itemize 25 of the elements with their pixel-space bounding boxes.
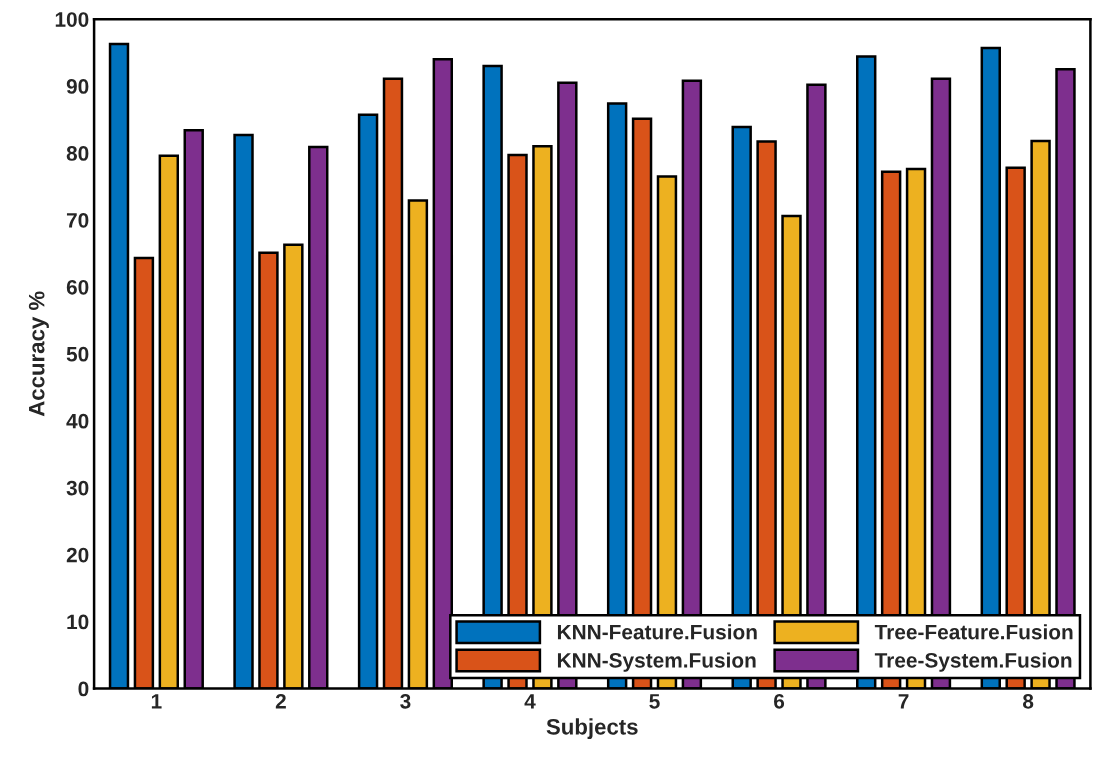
y-axis-title: Accuracy % (28, 291, 49, 417)
legend-label: KNN-Feature.Fusion (557, 624, 757, 640)
y-tick-label: 20 (66, 547, 89, 563)
legend-label: Tree-System.Fusion (874, 652, 1072, 672)
y-tick-label: 10 (67, 614, 89, 630)
y-tick-label: 70 (66, 212, 89, 228)
x-tick-label: 8 (1022, 693, 1034, 709)
y-tick-label: 100 (55, 12, 89, 27)
x-tick-label: 5 (649, 694, 660, 709)
x-tick-label: 7 (898, 694, 909, 709)
legend-label: KNN-System.Fusion (557, 652, 756, 672)
y-tick-label: 0 (78, 681, 89, 697)
y-tick-label: 90 (66, 79, 89, 94)
x-axis-title: Subjects (546, 718, 638, 740)
x-tick-label: 6 (774, 693, 785, 709)
y-tick-label: 60 (66, 279, 89, 295)
x-tick-label: 4 (524, 694, 536, 709)
y-tick-label: 30 (66, 480, 89, 496)
y-tick-label: 50 (66, 346, 89, 362)
legend-label: Tree-Feature.Fusion (874, 624, 1073, 640)
y-tick-label: 80 (66, 146, 89, 161)
x-tick-label: 3 (400, 693, 411, 709)
y-tick-label: 40 (66, 413, 89, 429)
x-tick-label: 2 (275, 693, 286, 709)
x-tick-label: 1 (151, 694, 162, 709)
